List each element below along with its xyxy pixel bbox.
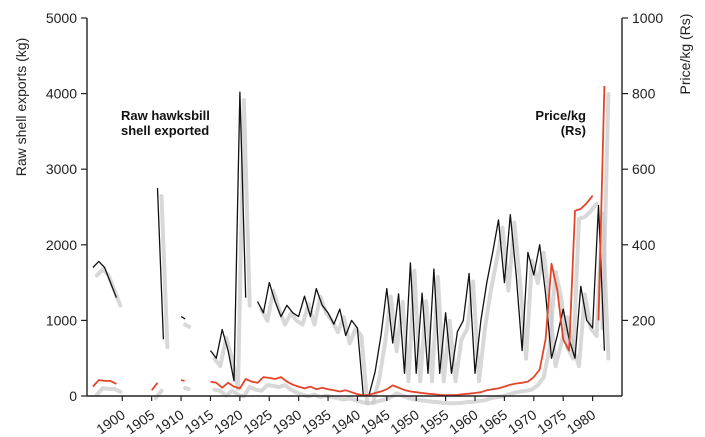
x-tick-label: 1920 — [211, 406, 246, 437]
shell-exports-line — [209, 91, 247, 382]
x-tick-label: 1975 — [534, 406, 569, 437]
right-axis-title: Price/kg (Rs) — [677, 14, 693, 95]
right-y-tick-label: 800 — [632, 86, 656, 102]
x-tick-label: 1925 — [240, 406, 275, 437]
x-tick-label: 1960 — [446, 406, 481, 437]
series-shadow — [600, 92, 611, 331]
x-tick-label: 1980 — [564, 406, 599, 437]
series-shadow — [159, 194, 170, 350]
left-y-tick-label: 5000 — [46, 10, 77, 26]
x-tick-label: 1930 — [270, 406, 305, 437]
right-y-tick-label: 200 — [632, 312, 656, 328]
series-shadow — [212, 201, 599, 406]
annotation-price-line-2: (Rs) — [561, 123, 586, 138]
right-y-tick-label: 600 — [632, 161, 656, 177]
x-tick-label: 1955 — [417, 406, 452, 437]
ticks-layer: 0 1000 2000 3000 4000 5000 200 400 600 800 1000 190… — [46, 10, 664, 437]
axes-layer — [86, 18, 623, 397]
left-y-tick-label: 1000 — [46, 312, 77, 328]
price-per-kg-line — [92, 379, 117, 388]
annotation-shell-line-2: shell exported — [121, 123, 209, 138]
series-shadow — [212, 98, 252, 391]
price-per-kg-line — [597, 85, 606, 321]
price-per-kg-line — [180, 379, 185, 382]
right-y-tick-label: 1000 — [632, 10, 663, 26]
shell-exports-line — [156, 188, 165, 340]
annotation-price-line-1: Price/kg — [535, 108, 586, 123]
series-layer — [92, 85, 606, 397]
series-shadow — [94, 386, 123, 397]
left-y-tick-label: 0 — [69, 388, 77, 404]
shell-exports-line — [256, 281, 364, 396]
x-tick-label: 1915 — [181, 406, 216, 437]
x-tick-label: 1965 — [475, 406, 510, 437]
left-y-tick-label: 2000 — [46, 237, 77, 253]
series-shadow — [259, 288, 370, 406]
x-tick-label: 1900 — [93, 406, 128, 437]
x-tick-label: 1970 — [505, 406, 540, 437]
annotation-shell-line-1: Raw hawksbill — [121, 108, 210, 123]
left-axis-title: Raw shell exports (kg) — [13, 38, 29, 177]
price-per-kg-line — [150, 382, 159, 391]
series-shadow — [183, 386, 191, 391]
shell-exports-line — [92, 260, 118, 298]
x-tick-label: 1940 — [328, 406, 363, 437]
shell-exports-line — [368, 204, 606, 395]
price-per-kg-line — [210, 195, 594, 397]
right-y-tick-label: 400 — [632, 237, 656, 253]
x-tick-label: 1905 — [123, 406, 158, 437]
left-y-tick-label: 3000 — [46, 161, 77, 177]
x-tick-label: 1910 — [152, 406, 187, 437]
series-shadow — [183, 322, 192, 329]
left-y-tick-label: 4000 — [46, 86, 77, 102]
x-tick-label: 1945 — [358, 406, 393, 437]
series-shadow — [153, 388, 164, 401]
series-shadow — [94, 267, 123, 308]
x-tick-label: 1950 — [387, 406, 422, 437]
x-tick-label: 1935 — [299, 406, 334, 437]
series-shadow-layer — [94, 92, 611, 406]
shell-exports-line — [180, 316, 186, 320]
